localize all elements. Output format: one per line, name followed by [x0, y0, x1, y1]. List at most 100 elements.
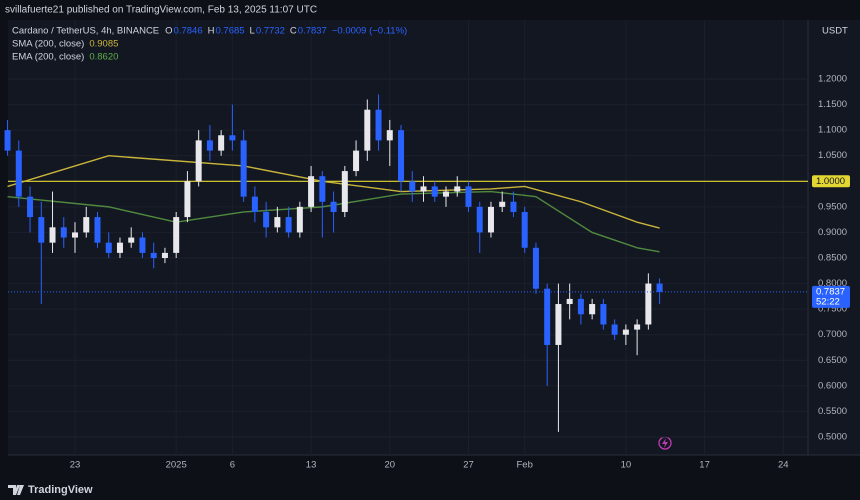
candle — [218, 130, 225, 156]
candle-body — [409, 181, 416, 192]
candle — [128, 227, 135, 248]
candle — [566, 283, 573, 320]
candle-body — [38, 217, 45, 243]
candle-body — [510, 201, 517, 212]
candle-body — [27, 196, 34, 218]
candle-body — [274, 217, 281, 228]
candle — [94, 211, 101, 248]
candle — [206, 125, 213, 161]
legend-text: 0.7846 — [174, 26, 203, 37]
candle-body — [353, 150, 360, 172]
level-label: 1.0000 — [816, 176, 845, 187]
legend-text: 0.9085 — [89, 39, 118, 50]
y-tick-label: 0.9500 — [818, 201, 847, 212]
candle — [510, 191, 517, 218]
candle-body — [72, 232, 79, 238]
candle — [150, 242, 157, 269]
publisher: svillafuerte21 published on TradingView.… — [5, 5, 317, 16]
candle-body — [386, 130, 393, 141]
x-tick-label: 27 — [463, 460, 474, 471]
candle-body — [139, 237, 146, 253]
logo[interactable] — [8, 485, 24, 495]
candle-body — [195, 140, 202, 182]
candle — [251, 186, 258, 223]
y-tick-label: 0.8000 — [818, 278, 847, 289]
candle — [15, 140, 22, 207]
candle-body — [218, 135, 225, 151]
legend-text: EMA (200, close) — [12, 52, 84, 63]
x-tick-label: 20 — [384, 460, 395, 471]
candle — [532, 242, 539, 294]
candle-body — [319, 176, 326, 202]
candle-body — [645, 283, 652, 325]
candle-body — [544, 288, 551, 345]
candle-body — [128, 237, 135, 243]
candle-body — [398, 130, 405, 182]
legend-text: SMA (200, close) — [12, 39, 84, 50]
candle — [555, 283, 562, 432]
candle-body — [330, 201, 337, 212]
candle — [330, 191, 337, 233]
logo-mark[interactable] — [8, 485, 24, 495]
candle-body — [161, 252, 168, 259]
candle-body — [308, 176, 315, 207]
candle — [375, 94, 382, 151]
candle — [263, 201, 270, 238]
candle — [442, 186, 449, 207]
candle — [544, 283, 551, 386]
candle-body — [285, 217, 292, 233]
y-tick-label: 0.5500 — [818, 406, 847, 417]
legend-text: 0.7837 — [298, 26, 327, 37]
candle — [409, 171, 416, 202]
currency: USDT — [822, 26, 848, 37]
legend-text: Cardano / TetherUS, 4h, BINANCE — [12, 26, 159, 37]
indicator-line — [7, 190, 660, 253]
candle-body — [150, 252, 157, 259]
legend-text: L — [250, 26, 255, 37]
candle — [341, 165, 348, 218]
candle — [49, 191, 56, 253]
x-tick-label: 24 — [778, 460, 789, 471]
candle — [521, 206, 528, 253]
x-tick-label: 2025 — [166, 460, 187, 471]
candle — [116, 237, 123, 259]
candle-body — [60, 227, 67, 238]
candle-body — [499, 201, 506, 207]
candle — [319, 171, 326, 238]
candle-body — [173, 217, 180, 253]
candle-body — [296, 206, 303, 233]
candle-body — [476, 206, 483, 233]
candle-body — [375, 109, 382, 141]
candle-body — [577, 298, 584, 315]
candle-body — [611, 324, 618, 335]
x-tick-label: 6 — [230, 460, 235, 471]
legend-text: H — [208, 26, 215, 37]
candle — [364, 99, 371, 161]
candle-body — [454, 186, 461, 192]
candle-body — [4, 130, 11, 151]
candle-body — [656, 283, 663, 292]
candle-body — [94, 217, 101, 243]
y-tick-label: 0.9000 — [818, 227, 847, 238]
last-price-label: 0.7837 — [816, 286, 845, 297]
candle — [229, 104, 236, 151]
candle — [420, 176, 427, 202]
candle-body — [116, 242, 123, 253]
candle — [398, 125, 405, 192]
brand[interactable]: TradingView — [28, 484, 93, 496]
candle-body — [566, 298, 573, 305]
alert-bolt[interactable] — [662, 438, 668, 448]
candle-body — [229, 135, 236, 141]
candle — [645, 273, 652, 330]
candle-body — [15, 150, 22, 197]
candle-body — [532, 247, 539, 289]
candle — [38, 201, 45, 305]
candle-body — [622, 329, 629, 335]
candle — [589, 298, 596, 320]
candle — [139, 232, 146, 259]
candle — [27, 186, 34, 233]
candle — [308, 165, 315, 212]
candle — [184, 171, 191, 223]
candle — [105, 232, 112, 259]
candle-body — [105, 242, 112, 253]
